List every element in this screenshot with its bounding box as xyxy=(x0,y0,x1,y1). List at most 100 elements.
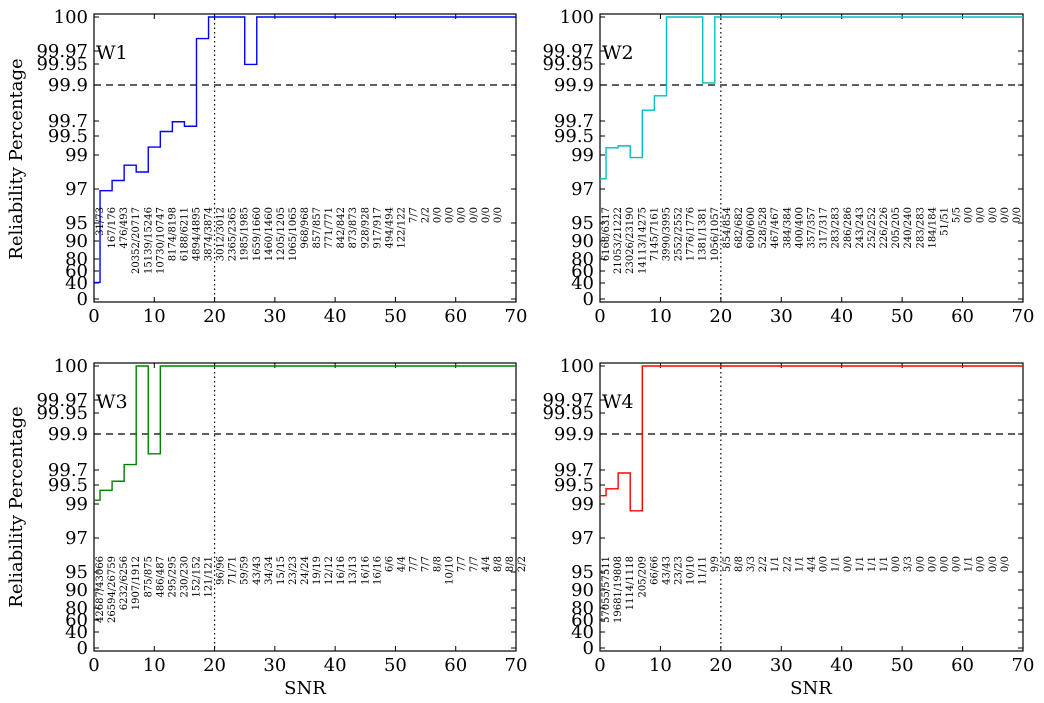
count-annotation: 7/7 xyxy=(457,556,468,572)
count-annotation: 1/1 xyxy=(855,556,866,572)
count-annotation: 0/0 xyxy=(843,556,854,572)
count-annotation: 6188/6211 xyxy=(179,207,190,261)
count-annotation: 771/771 xyxy=(324,207,335,249)
count-annotation: 0/0 xyxy=(1000,207,1011,223)
count-annotation: 0/0 xyxy=(819,556,830,572)
count-annotation: 15139/15246 xyxy=(143,207,154,274)
y-tick-label: 100 xyxy=(54,7,88,28)
count-annotation: 167/176 xyxy=(107,207,118,249)
y-tick-label: 95 xyxy=(65,213,88,234)
count-annotation: 1/1 xyxy=(831,556,842,572)
count-annotation: 7/7 xyxy=(469,556,480,572)
x-tick-label: 70 xyxy=(505,306,528,327)
panels: 0 10 20 30 40 50 60 7004060809095979999.599.799… xyxy=(36,7,1034,676)
count-annotation: 42687/43066 xyxy=(95,556,106,623)
xlabel-right: SNR xyxy=(790,678,832,699)
count-annotation: 243/243 xyxy=(855,207,866,249)
count-annotation: 252/252 xyxy=(867,207,878,249)
x-tick-label: 40 xyxy=(324,655,347,676)
count-annotation: 0/0 xyxy=(939,556,950,572)
count-annotation: 3874/3874 xyxy=(204,207,215,261)
count-annotation: 230/230 xyxy=(179,556,190,598)
x-tick-label: 20 xyxy=(203,306,226,327)
count-annotation: 1907/1912 xyxy=(131,556,142,610)
count-annotation: 0/0 xyxy=(988,556,999,572)
y-tick-label: 100 xyxy=(54,356,88,377)
count-annotation: 20352/20717 xyxy=(131,207,142,274)
x-tick-label: 50 xyxy=(891,306,914,327)
count-annotation: 0/0 xyxy=(976,207,987,223)
x-tick-label: 20 xyxy=(709,655,732,676)
count-annotation: 0/0 xyxy=(988,207,999,223)
y-tick-label: 99.95 xyxy=(542,403,594,424)
count-annotation: 2365/2365 xyxy=(228,207,239,261)
x-tick-label: 50 xyxy=(384,655,407,676)
count-annotation: 0/0 xyxy=(927,556,938,572)
axes-frame xyxy=(599,13,1024,303)
count-annotation: 8174/8198 xyxy=(167,207,178,261)
y-tick-label: 100 xyxy=(560,7,594,28)
count-annotation: 11/11 xyxy=(698,556,709,585)
x-tick-label: 10 xyxy=(649,655,672,676)
count-annotation: 0/0 xyxy=(891,556,902,572)
y-tick-label: 99.7 xyxy=(48,460,88,481)
y-tick-label: 0 xyxy=(583,289,594,310)
count-annotation: 31/73 xyxy=(95,207,106,236)
count-annotation: 205/209 xyxy=(637,556,648,598)
x-tick-label: 40 xyxy=(830,306,853,327)
count-annotation: 6232/6256 xyxy=(119,556,130,610)
series-line xyxy=(94,16,516,284)
y-tick-label: 90 xyxy=(65,580,88,601)
count-annotation: 59/59 xyxy=(240,556,251,585)
y-tick-label: 99.97 xyxy=(542,390,594,411)
count-annotation: 66/66 xyxy=(649,556,660,585)
count-annotation: 873/873 xyxy=(348,207,359,249)
y-tick-label: 90 xyxy=(571,231,594,252)
count-annotation: 122/122 xyxy=(396,207,407,249)
count-annotation: 486/487 xyxy=(155,556,166,598)
y-tick-label: 99.97 xyxy=(36,390,88,411)
count-annotation: 286/286 xyxy=(843,207,854,249)
y-tick-label: 99.97 xyxy=(36,41,88,62)
count-annotation: 16/16 xyxy=(336,556,347,585)
x-tick-label: 60 xyxy=(951,655,974,676)
x-tick-label: 0 xyxy=(88,306,99,327)
count-annotation: 528/528 xyxy=(758,207,769,249)
y-tick-label: 99.5 xyxy=(48,475,88,496)
count-annotation: 226/226 xyxy=(879,207,890,249)
count-annotation: 26594/26759 xyxy=(107,556,118,623)
count-annotation: 184/184 xyxy=(927,207,938,249)
count-annotation: 283/283 xyxy=(831,207,842,249)
x-tick-label: 30 xyxy=(770,306,793,327)
panel-label: W2 xyxy=(602,42,634,64)
count-annotation: 467/467 xyxy=(770,207,781,249)
count-annotation: 8/8 xyxy=(505,556,516,572)
count-annotation: 1381/1381 xyxy=(698,207,709,261)
count-annotation: 205/205 xyxy=(891,207,902,249)
count-annotation: 0/0 xyxy=(445,207,456,223)
count-annotation: 357/357 xyxy=(807,207,818,249)
count-annotation: 3990/3995 xyxy=(661,207,672,261)
y-tick-label: 95 xyxy=(571,213,594,234)
y-tick-label: 99.5 xyxy=(554,475,594,496)
x-tick-label: 40 xyxy=(830,655,853,676)
y-tick-label: 90 xyxy=(571,580,594,601)
count-annotation: 875/875 xyxy=(143,556,154,598)
count-annotation: 8/8 xyxy=(734,556,745,572)
y-tick-label: 99.5 xyxy=(554,126,594,147)
y-tick-label: 60 xyxy=(571,610,594,631)
y-tick-label: 99.7 xyxy=(554,460,594,481)
count-annotation: 384/384 xyxy=(782,207,793,249)
series-line xyxy=(94,365,516,501)
y-tick-label: 40 xyxy=(65,273,88,294)
x-tick-label: 30 xyxy=(770,655,793,676)
count-annotation: 0/0 xyxy=(964,207,975,223)
y-tick-label: 80 xyxy=(571,598,594,619)
count-annotation: 7/7 xyxy=(409,207,420,223)
count-annotation: 1065/1065 xyxy=(288,207,299,261)
y-tick-label: 0 xyxy=(77,289,88,310)
x-tick-label: 10 xyxy=(649,306,672,327)
count-annotation: 2/2 xyxy=(517,556,528,572)
count-annotation: 1056/1057 xyxy=(710,207,721,261)
count-annotation: 476/493 xyxy=(119,207,130,249)
